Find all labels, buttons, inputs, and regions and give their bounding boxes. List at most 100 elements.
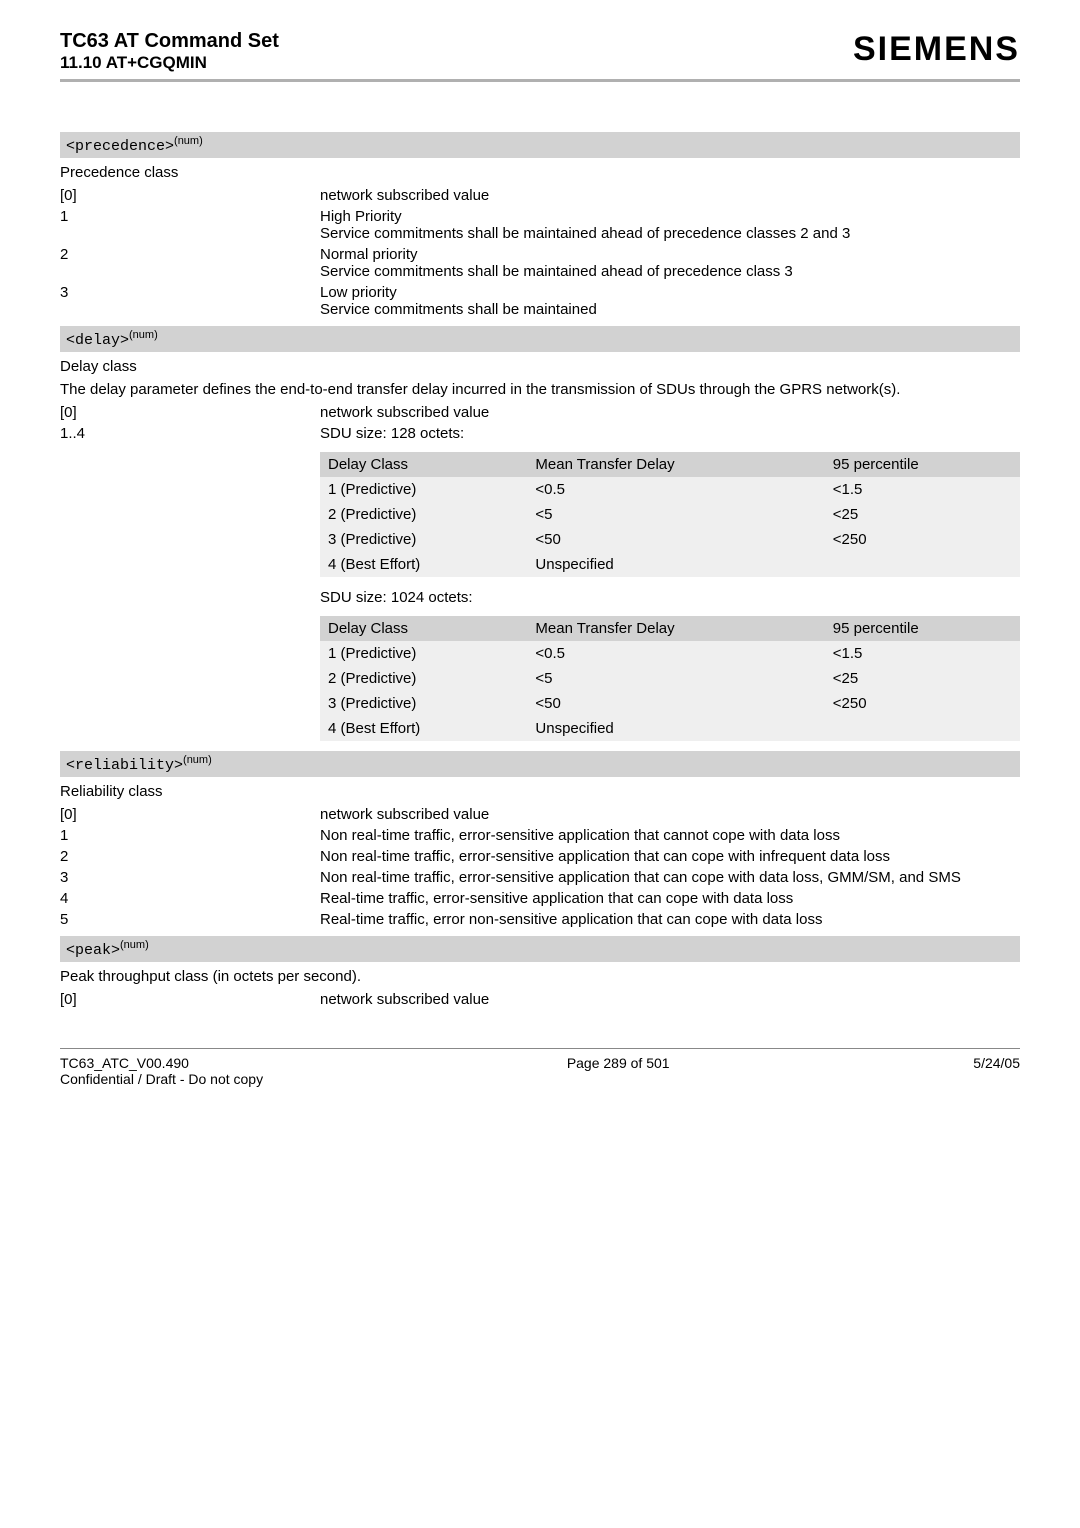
value-row: 1..4SDU size: 128 octets: xyxy=(60,425,1020,442)
param-reliability-sup: (num) xyxy=(183,754,212,766)
value-desc: Non real-time traffic, error-sensitive a… xyxy=(320,869,1020,886)
table-cell: 4 (Best Effort) xyxy=(320,552,527,577)
value-code: [0] xyxy=(60,404,320,421)
header-left: TC63 AT Command Set 11.10 AT+CGQMIN xyxy=(60,30,279,73)
table-cell xyxy=(825,716,1020,741)
value-row: [0]network subscribed value xyxy=(60,187,1020,204)
table-cell: <25 xyxy=(825,666,1020,691)
value-row: [0]network subscribed value xyxy=(60,404,1020,421)
table-header: 95 percentile xyxy=(825,452,1020,477)
value-desc: Non real-time traffic, error-sensitive a… xyxy=(320,848,1020,865)
value-row: 5Real-time traffic, error non-sensitive … xyxy=(60,911,1020,928)
table-row: 2 (Predictive)<5<25 xyxy=(320,666,1020,691)
table-header: Delay Class xyxy=(320,616,527,641)
table-cell: <50 xyxy=(527,691,824,716)
value-code: 1 xyxy=(60,208,320,242)
value-desc: Normal priorityService commitments shall… xyxy=(320,246,1020,280)
table-cell xyxy=(825,552,1020,577)
table-row: 1 (Predictive)<0.5<1.5 xyxy=(320,641,1020,666)
param-delay-bar: <delay>(num) xyxy=(60,326,1020,352)
footer-center: Page 289 of 501 xyxy=(567,1055,670,1087)
delay-class-label: Delay class xyxy=(60,358,1020,375)
value-code: 2 xyxy=(60,848,320,865)
table-cell: 1 (Predictive) xyxy=(320,477,527,502)
precedence-rows: [0]network subscribed value1High Priorit… xyxy=(60,187,1020,318)
table-cell: <0.5 xyxy=(527,477,824,502)
param-precedence-bar: <precedence>(num) xyxy=(60,132,1020,158)
table-cell: Unspecified xyxy=(527,716,824,741)
value-code: 1 xyxy=(60,827,320,844)
table-cell: 3 (Predictive) xyxy=(320,691,527,716)
table-cell: <25 xyxy=(825,502,1020,527)
table-cell: <250 xyxy=(825,691,1020,716)
table-header: Mean Transfer Delay xyxy=(527,452,824,477)
param-precedence-sup: (num) xyxy=(174,135,203,147)
delay-table1: Delay ClassMean Transfer Delay95 percent… xyxy=(320,452,1020,577)
value-row: 3Non real-time traffic, error-sensitive … xyxy=(60,869,1020,886)
param-delay-label: <delay> xyxy=(66,332,129,349)
peak-class-label: Peak throughput class (in octets per sec… xyxy=(60,968,1020,985)
value-row: 1High PriorityService commitments shall … xyxy=(60,208,1020,242)
value-desc: network subscribed value xyxy=(320,991,1020,1008)
value-row: 3Low priorityService commitments shall b… xyxy=(60,284,1020,318)
table-cell: <1.5 xyxy=(825,477,1020,502)
param-precedence-label: <precedence> xyxy=(66,138,174,155)
value-code: 4 xyxy=(60,890,320,907)
table-row: 3 (Predictive)<50<250 xyxy=(320,527,1020,552)
value-code: [0] xyxy=(60,187,320,204)
table-header: 95 percentile xyxy=(825,616,1020,641)
table-cell: 4 (Best Effort) xyxy=(320,716,527,741)
value-row: 2Non real-time traffic, error-sensitive … xyxy=(60,848,1020,865)
table-row: 4 (Best Effort)Unspecified xyxy=(320,552,1020,577)
value-row: 4Real-time traffic, error-sensitive appl… xyxy=(60,890,1020,907)
brand-logo: SIEMENS xyxy=(853,30,1020,69)
param-reliability-bar: <reliability>(num) xyxy=(60,751,1020,777)
delay-rows: [0]network subscribed value1..4SDU size:… xyxy=(60,404,1020,442)
value-code: [0] xyxy=(60,806,320,823)
table-header: Mean Transfer Delay xyxy=(527,616,824,641)
param-peak-sup: (num) xyxy=(120,939,149,951)
table-cell: <250 xyxy=(825,527,1020,552)
delay-paragraph: The delay parameter defines the end-to-e… xyxy=(60,381,1020,398)
value-row: [0]network subscribed value xyxy=(60,806,1020,823)
value-code: 5 xyxy=(60,911,320,928)
param-reliability-label: <reliability> xyxy=(66,757,183,774)
page-root: TC63 AT Command Set 11.10 AT+CGQMIN SIEM… xyxy=(0,0,1080,1107)
value-desc: network subscribed value xyxy=(320,404,1020,421)
value-code: [0] xyxy=(60,991,320,1008)
value-desc: SDU size: 128 octets: xyxy=(320,425,1020,442)
value-desc: network subscribed value xyxy=(320,187,1020,204)
value-row: [0]network subscribed value xyxy=(60,991,1020,1008)
footer-right: 5/24/05 xyxy=(973,1055,1020,1087)
table-cell: 3 (Predictive) xyxy=(320,527,527,552)
param-peak-bar: <peak>(num) xyxy=(60,936,1020,962)
table-cell: 1 (Predictive) xyxy=(320,641,527,666)
doc-title: TC63 AT Command Set xyxy=(60,30,279,53)
value-desc: network subscribed value xyxy=(320,806,1020,823)
value-desc: Real-time traffic, error-sensitive appli… xyxy=(320,890,1020,907)
peak-rows: [0]network subscribed value xyxy=(60,991,1020,1008)
table-cell: <5 xyxy=(527,502,824,527)
param-peak-label: <peak> xyxy=(66,942,120,959)
value-desc: Low priorityService commitments shall be… xyxy=(320,284,1020,318)
value-code: 1..4 xyxy=(60,425,320,442)
delay-table1-wrap: Delay ClassMean Transfer Delay95 percent… xyxy=(320,452,1020,577)
table-header: Delay Class xyxy=(320,452,527,477)
value-desc: Non real-time traffic, error-sensitive a… xyxy=(320,827,1020,844)
value-code: 3 xyxy=(60,869,320,886)
reliability-class-label: Reliability class xyxy=(60,783,1020,800)
table-row: 3 (Predictive)<50<250 xyxy=(320,691,1020,716)
page-header: TC63 AT Command Set 11.10 AT+CGQMIN SIEM… xyxy=(60,30,1020,82)
table-cell: <50 xyxy=(527,527,824,552)
delay-table2: Delay ClassMean Transfer Delay95 percent… xyxy=(320,616,1020,741)
page-footer: TC63_ATC_V00.490 Confidential / Draft - … xyxy=(60,1048,1020,1087)
footer-left: TC63_ATC_V00.490 Confidential / Draft - … xyxy=(60,1055,263,1087)
table-cell: 2 (Predictive) xyxy=(320,502,527,527)
value-row: 1Non real-time traffic, error-sensitive … xyxy=(60,827,1020,844)
param-delay-sup: (num) xyxy=(129,329,158,341)
value-row: 2Normal priorityService commitments shal… xyxy=(60,246,1020,280)
footer-left2: Confidential / Draft - Do not copy xyxy=(60,1071,263,1087)
section-title: 11.10 AT+CGQMIN xyxy=(60,53,279,73)
value-desc: High PriorityService commitments shall b… xyxy=(320,208,1020,242)
reliability-rows: [0]network subscribed value1Non real-tim… xyxy=(60,806,1020,928)
